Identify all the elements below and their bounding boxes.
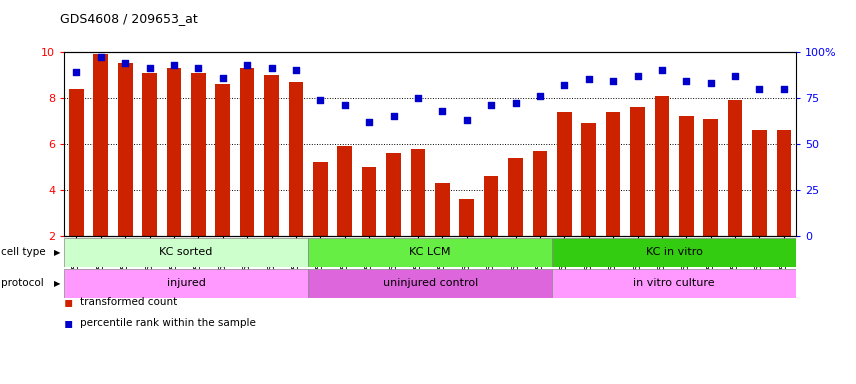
Text: ▪: ▪: [64, 295, 74, 309]
Text: ▪: ▪: [64, 316, 74, 330]
Point: [752, 86, 766, 92]
Point: [704, 80, 717, 86]
Point: [192, 65, 205, 71]
Bar: [308, 269, 552, 298]
Bar: [679, 116, 693, 236]
Bar: [64, 269, 308, 298]
Bar: [630, 107, 645, 236]
Point: [289, 67, 303, 73]
Point: [460, 117, 473, 123]
Bar: [557, 112, 572, 236]
Text: protocol: protocol: [1, 278, 44, 288]
Point: [606, 78, 620, 84]
Point: [94, 54, 108, 60]
Bar: [362, 167, 377, 236]
Point: [143, 65, 157, 71]
Bar: [118, 63, 133, 236]
Point: [557, 82, 571, 88]
Bar: [508, 158, 523, 236]
Bar: [776, 130, 791, 236]
Bar: [728, 100, 742, 236]
Bar: [752, 130, 767, 236]
Point: [362, 119, 376, 125]
Point: [533, 93, 547, 99]
Text: ▶: ▶: [54, 279, 61, 288]
Bar: [655, 96, 669, 236]
Point: [69, 69, 83, 75]
Bar: [581, 123, 596, 236]
Bar: [167, 68, 181, 236]
Point: [484, 102, 498, 108]
Bar: [552, 238, 796, 267]
Bar: [216, 84, 230, 236]
Point: [777, 86, 791, 92]
Point: [436, 108, 449, 114]
Text: in vitro culture: in vitro culture: [633, 278, 715, 288]
Bar: [93, 54, 108, 236]
Text: KC sorted: KC sorted: [159, 247, 213, 258]
Bar: [704, 119, 718, 236]
Bar: [308, 238, 552, 267]
Point: [631, 73, 645, 79]
Text: cell type: cell type: [1, 247, 45, 258]
Bar: [69, 89, 84, 236]
Bar: [386, 153, 401, 236]
Text: injured: injured: [167, 278, 205, 288]
Point: [313, 97, 327, 103]
Bar: [288, 82, 303, 236]
Bar: [337, 146, 352, 236]
Text: KC LCM: KC LCM: [409, 247, 451, 258]
Bar: [532, 151, 547, 236]
Text: transformed count: transformed count: [80, 297, 177, 307]
Bar: [240, 68, 254, 236]
Bar: [435, 183, 449, 236]
Bar: [191, 73, 205, 236]
Point: [167, 62, 181, 68]
Bar: [313, 162, 328, 236]
Point: [216, 74, 229, 81]
Bar: [64, 238, 308, 267]
Point: [338, 102, 352, 108]
Point: [508, 100, 522, 106]
Point: [728, 73, 742, 79]
Point: [265, 65, 278, 71]
Point: [582, 76, 596, 83]
Bar: [142, 73, 157, 236]
Text: percentile rank within the sample: percentile rank within the sample: [80, 318, 255, 328]
Point: [241, 62, 254, 68]
Bar: [460, 199, 474, 236]
Bar: [484, 176, 498, 236]
Point: [655, 67, 669, 73]
Text: ▶: ▶: [54, 248, 61, 257]
Text: GDS4608 / 209653_at: GDS4608 / 209653_at: [60, 12, 198, 25]
Bar: [606, 112, 621, 236]
Text: uninjured control: uninjured control: [383, 278, 478, 288]
Bar: [552, 269, 796, 298]
Point: [680, 78, 693, 84]
Bar: [265, 75, 279, 236]
Point: [411, 95, 425, 101]
Point: [118, 60, 132, 66]
Text: KC in vitro: KC in vitro: [645, 247, 703, 258]
Point: [387, 113, 401, 119]
Bar: [411, 149, 425, 236]
